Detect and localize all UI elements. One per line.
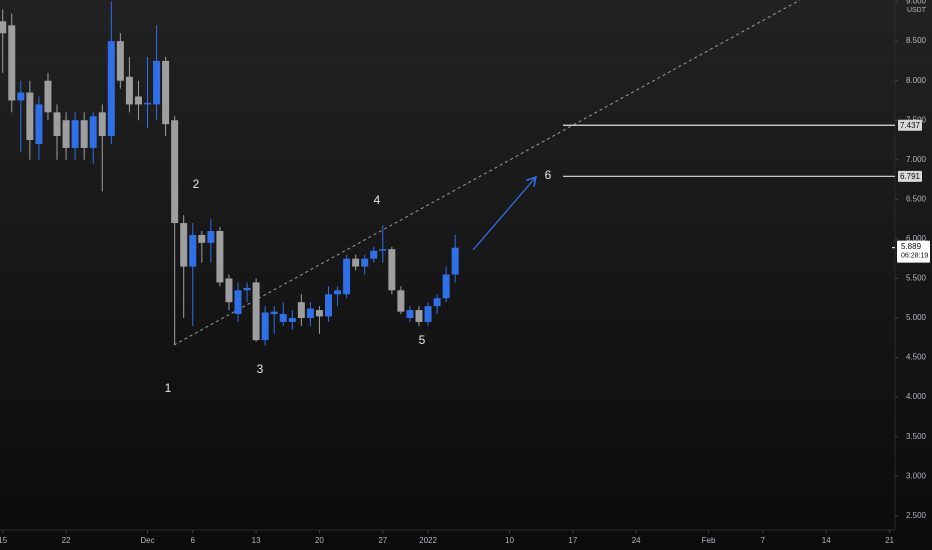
candle-body bbox=[180, 223, 188, 267]
countdown-label: 06:28:19 bbox=[901, 253, 928, 260]
y-tick-label: 5.000 bbox=[906, 313, 927, 322]
candle-body bbox=[116, 41, 124, 81]
candle-body bbox=[71, 120, 79, 148]
candle-body bbox=[44, 80, 52, 113]
candle-body bbox=[234, 290, 242, 315]
y-tick-label: 2.500 bbox=[906, 511, 927, 520]
candle-body bbox=[361, 258, 369, 267]
candle-body bbox=[225, 278, 233, 303]
y-tick-label: 4.000 bbox=[906, 392, 927, 401]
candle-body bbox=[26, 92, 34, 141]
candle-body bbox=[379, 249, 387, 251]
wave-label: 5 bbox=[419, 333, 426, 347]
last-price-label: 5.889 bbox=[901, 242, 922, 251]
x-tick-label: 2022 bbox=[419, 536, 437, 545]
candle-body bbox=[442, 274, 450, 299]
y-tick-label: 4.500 bbox=[906, 353, 927, 362]
y-tick-label: 9.000 bbox=[906, 0, 927, 6]
candle-body bbox=[0, 21, 7, 34]
wave-label: 2 bbox=[193, 177, 200, 191]
candle-body bbox=[17, 92, 25, 101]
candle-body bbox=[261, 312, 269, 341]
candle-body bbox=[53, 112, 61, 137]
x-tick-label: Dec bbox=[140, 536, 154, 545]
candle-body bbox=[98, 112, 106, 137]
candle-body bbox=[270, 311, 278, 315]
currency-label: USDT bbox=[907, 7, 927, 14]
candle-body bbox=[424, 306, 432, 322]
candle-body bbox=[415, 310, 423, 322]
candle-body bbox=[243, 287, 251, 291]
y-tick-label: 6.000 bbox=[906, 234, 927, 243]
candle-body bbox=[297, 302, 305, 318]
candle-body bbox=[35, 104, 43, 144]
candle-body bbox=[207, 230, 215, 243]
candle-body bbox=[306, 308, 314, 318]
y-tick-label: 8.500 bbox=[906, 36, 927, 45]
x-tick-label: 13 bbox=[252, 536, 261, 545]
candle-body bbox=[388, 249, 396, 291]
last-price-badge bbox=[897, 240, 930, 263]
candle-body bbox=[406, 310, 414, 318]
projection-arrow bbox=[472, 178, 535, 251]
y-tick-label: 3.000 bbox=[906, 471, 927, 480]
candle-body bbox=[80, 120, 88, 148]
candle-body bbox=[334, 290, 342, 295]
candle-body bbox=[107, 41, 115, 137]
candle-body bbox=[397, 290, 405, 312]
candle-body bbox=[162, 60, 170, 125]
candle-body bbox=[352, 258, 360, 267]
candle-body bbox=[315, 310, 323, 317]
candle-body bbox=[252, 282, 260, 341]
candle-body bbox=[62, 120, 70, 148]
candle-body bbox=[198, 234, 206, 243]
y-tick-label: 5.500 bbox=[906, 274, 927, 283]
candle-body bbox=[144, 102, 152, 105]
wave-label: 6 bbox=[545, 168, 552, 182]
candle-body bbox=[171, 120, 179, 224]
x-tick-label: 14 bbox=[822, 536, 831, 545]
candle-body bbox=[89, 116, 97, 148]
trend-line bbox=[173, 0, 801, 346]
price-level-label: 6.791 bbox=[900, 172, 921, 181]
candle-body bbox=[370, 250, 378, 259]
x-tick-label: 27 bbox=[378, 536, 387, 545]
candle-body bbox=[279, 314, 287, 322]
y-tick-label: 8.000 bbox=[906, 76, 927, 85]
x-tick-label: 24 bbox=[632, 536, 641, 545]
candle-body bbox=[324, 294, 332, 317]
x-tick-label: 10 bbox=[505, 536, 514, 545]
candle-body bbox=[8, 25, 16, 101]
wave-label: 3 bbox=[257, 362, 264, 376]
price-level-badge bbox=[898, 119, 922, 131]
x-tick-label: 21 bbox=[885, 536, 894, 545]
candle-body bbox=[134, 96, 142, 105]
candle-body bbox=[125, 76, 133, 105]
x-tick-label: 15 bbox=[0, 536, 8, 545]
x-tick-label: Feb bbox=[702, 536, 716, 545]
wave-label: 4 bbox=[374, 193, 381, 207]
y-tick-label: 7.000 bbox=[906, 155, 927, 164]
x-tick-label: 22 bbox=[62, 536, 71, 545]
candle-body bbox=[343, 258, 351, 295]
x-tick-label: 6 bbox=[191, 536, 196, 545]
wave-label: 1 bbox=[165, 381, 172, 395]
candle-body bbox=[288, 318, 296, 322]
x-tick-label: 17 bbox=[568, 536, 577, 545]
candle-body bbox=[153, 60, 161, 105]
candle-body bbox=[451, 247, 459, 275]
price-level-label: 7.437 bbox=[900, 121, 921, 130]
y-tick-label: 6.500 bbox=[906, 194, 927, 203]
candle-body bbox=[433, 298, 441, 307]
candle-body bbox=[189, 234, 197, 267]
x-tick-label: 7 bbox=[761, 536, 766, 545]
candle-body bbox=[216, 230, 224, 283]
y-tick-label: 3.500 bbox=[906, 432, 927, 441]
x-tick-label: 20 bbox=[315, 536, 324, 545]
price-level-badge bbox=[898, 170, 922, 182]
